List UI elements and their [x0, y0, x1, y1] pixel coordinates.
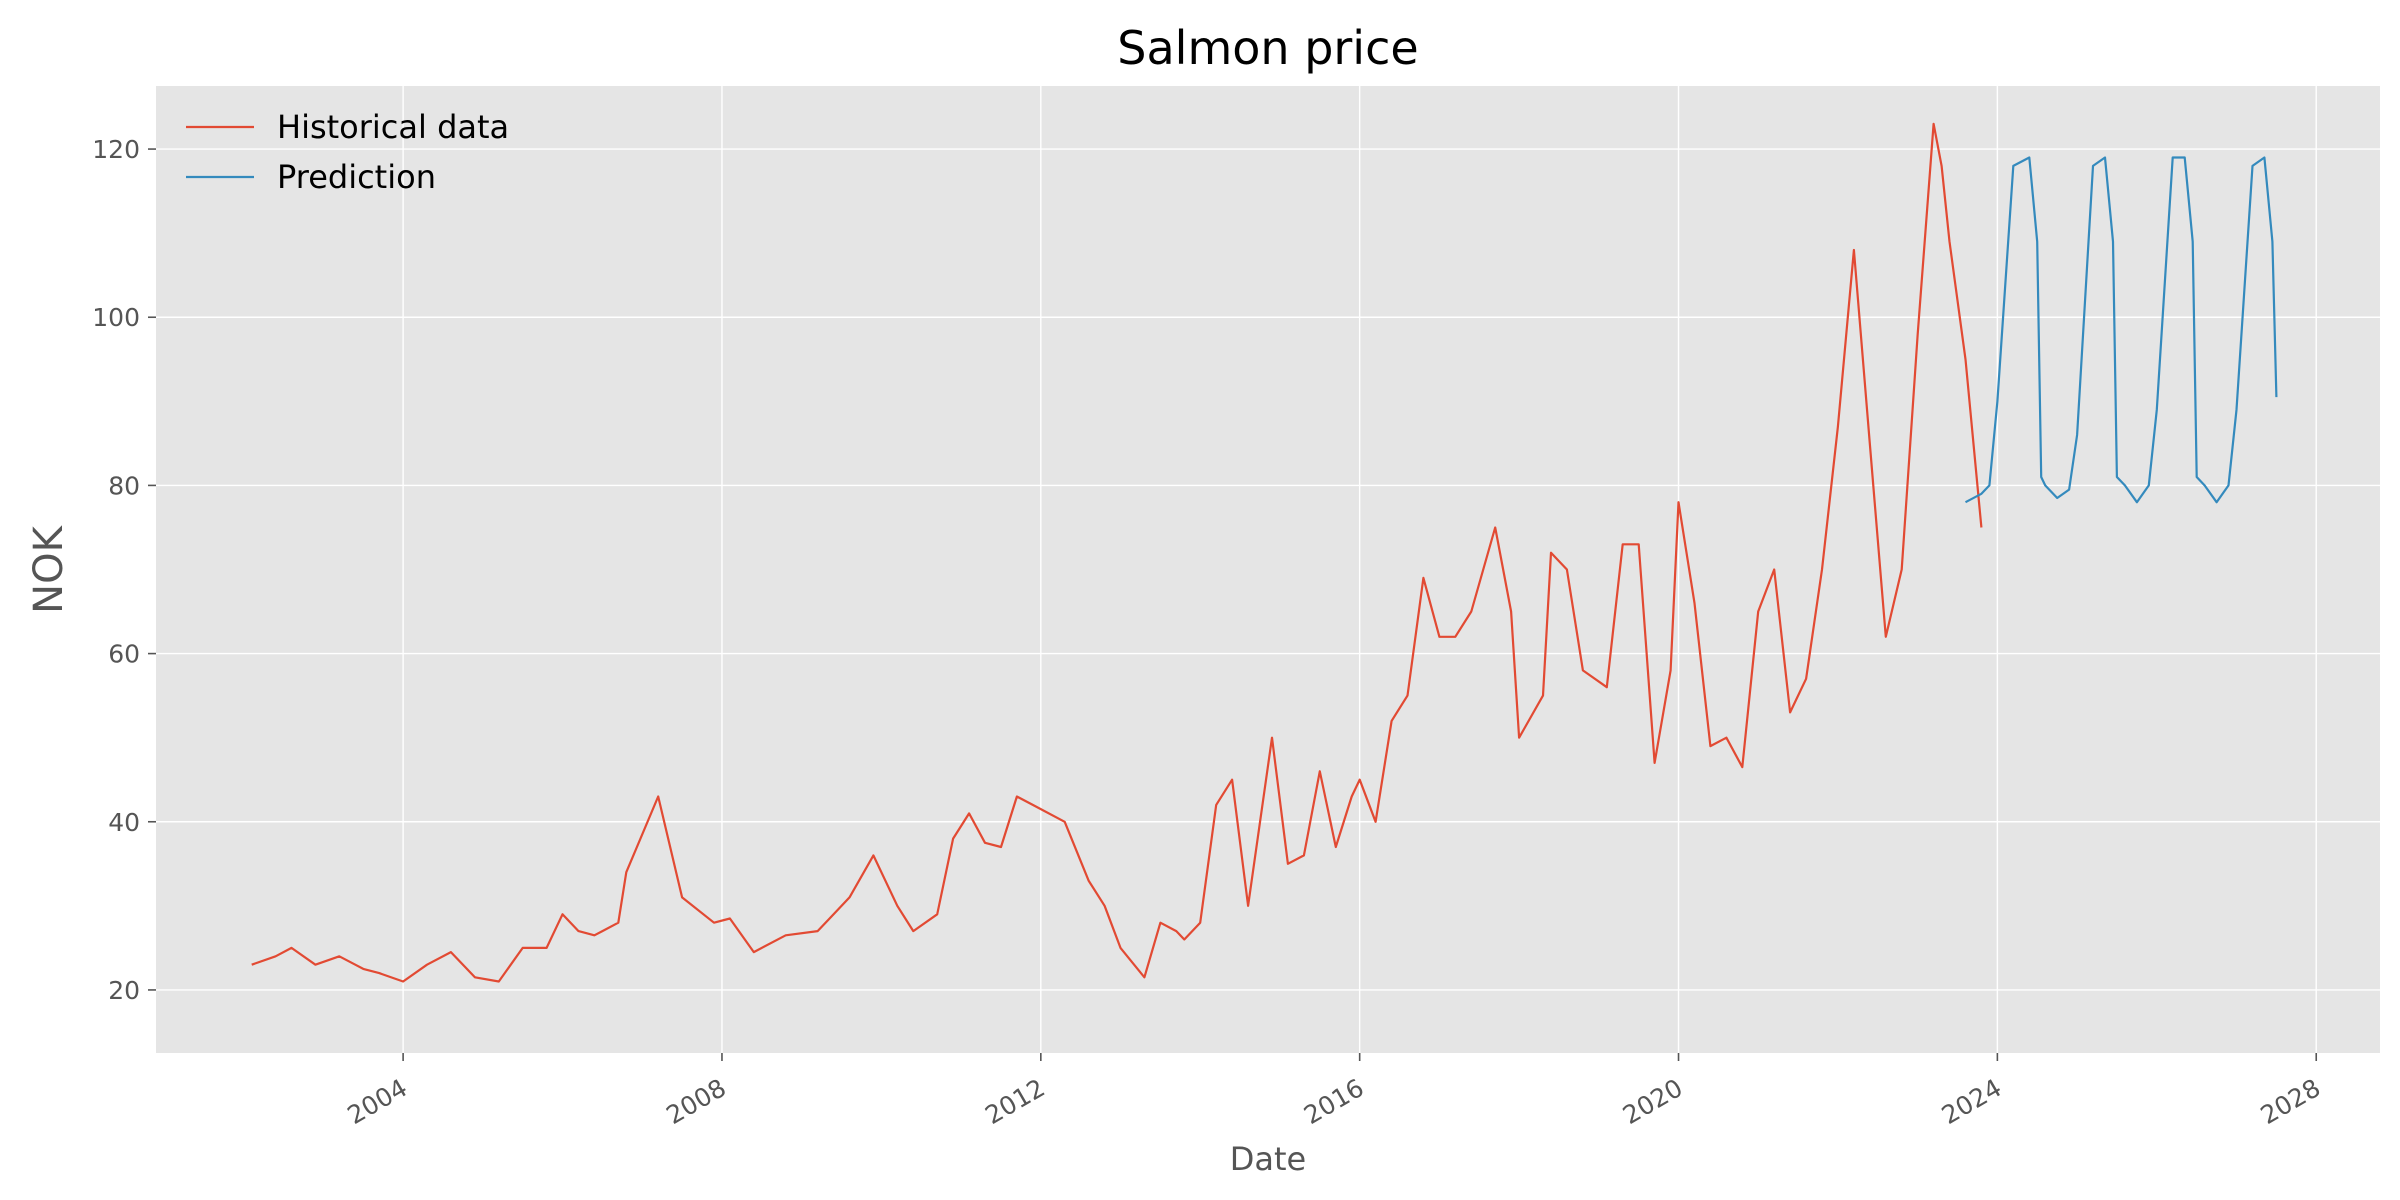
y-axis-label: NOK: [26, 524, 72, 613]
y-tick-label: 60: [108, 640, 140, 669]
series-layer: [251, 122, 2278, 983]
y-tick-label: 20: [108, 976, 140, 1005]
x-tick-label: 2004: [343, 1073, 413, 1130]
grid: [156, 86, 2380, 1053]
series-historical-data-line: [251, 122, 1983, 983]
x-tick-label: 2016: [1299, 1073, 1369, 1130]
y-tick-label: 40: [108, 808, 140, 837]
x-axis-label: Date: [1230, 1140, 1306, 1178]
plot-area: [156, 86, 2380, 1053]
x-tick-label: 2024: [1937, 1073, 2007, 1130]
y-tick-label: 100: [92, 303, 140, 332]
y-tick-label: 120: [92, 135, 140, 164]
legend-label-historical: Historical data: [277, 108, 509, 146]
x-tick-label: 2028: [2256, 1073, 2326, 1130]
x-tick-label: 2020: [1618, 1073, 1688, 1130]
legend: Historical data Prediction: [186, 108, 509, 196]
y-tick-label: 80: [108, 471, 140, 500]
chart-title: Salmon price: [1117, 21, 1418, 75]
series-prediction-line: [1964, 156, 2278, 504]
legend-label-prediction: Prediction: [277, 158, 436, 196]
x-tick-label: 2008: [661, 1073, 731, 1130]
x-tick-label: 2012: [980, 1073, 1050, 1130]
